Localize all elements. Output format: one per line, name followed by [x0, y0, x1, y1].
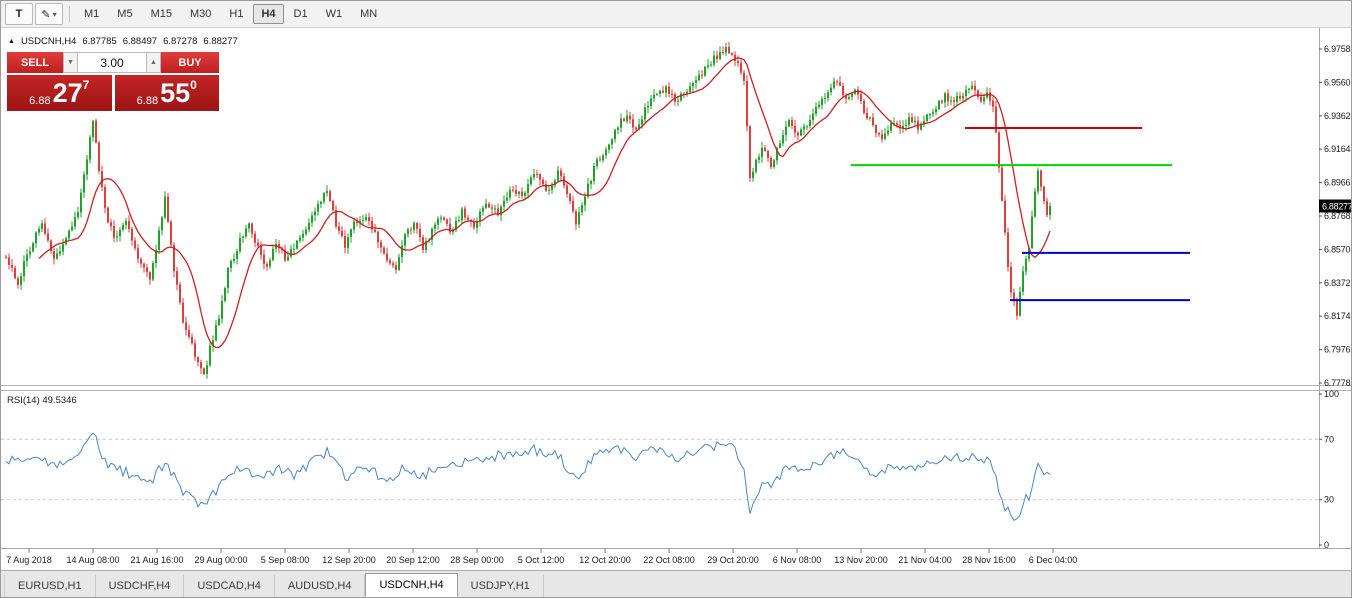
- text-tool-button[interactable]: T: [5, 3, 33, 25]
- rsi-axis-label: 30: [1324, 495, 1334, 505]
- one-click-trading-panel: SELL ▼ ▲ BUY 6.88 27 7 6.88 55 0: [7, 52, 219, 111]
- chart-ohlc-header: ▲ USDCNH,H4 6.87785 6.88497 6.87278 6.88…: [8, 36, 238, 47]
- time-axis-label: 5 Oct 12:00: [518, 555, 565, 565]
- time-axis-label: 28 Sep 00:00: [450, 555, 504, 565]
- timeframe-button-mn[interactable]: MN: [360, 8, 378, 20]
- text-tool-icon: T: [15, 8, 23, 20]
- timeframe-button-m15[interactable]: M15: [150, 8, 172, 20]
- main-price-pane: [5, 41, 1190, 379]
- time-axis-label: 29 Oct 20:00: [707, 555, 759, 565]
- time-axis-label: 13 Nov 20:00: [834, 555, 888, 565]
- rsi-axis-label: 100: [1324, 389, 1339, 399]
- time-axis-label: 28 Nov 16:00: [962, 555, 1016, 565]
- buy-price-sup: 0: [190, 78, 197, 92]
- toolbar-separator: [69, 6, 70, 22]
- sell-price-big: 27: [52, 77, 83, 108]
- ohlc-high: 6.88497: [122, 36, 158, 47]
- time-axis-label: 12 Sep 20:00: [322, 555, 376, 565]
- price-chart-canvas[interactable]: RSI(14) 49.5346 6.97585 6.95605 6.93625 6.91…: [1, 28, 1351, 572]
- chart-tab-eurusdh1[interactable]: EURUSD,H1: [4, 575, 96, 597]
- time-axis-label: 29 Aug 00:00: [194, 555, 247, 565]
- time-axis-label: 6 Dec 04:00: [1029, 555, 1078, 565]
- timeframe-button-w1[interactable]: W1: [325, 8, 343, 20]
- timeframe-buttons: M1 M5 M15 M30 H1 H4 D1 W1 MN: [75, 4, 386, 24]
- price-axis-label: 6.89665: [1324, 178, 1351, 188]
- buy-price-prefix: 6.88: [136, 95, 159, 107]
- draw-tool-icon: ✎: [41, 8, 51, 21]
- timeframe-button-m30[interactable]: M30: [189, 8, 212, 20]
- price-axis-label: 6.81745: [1324, 311, 1351, 321]
- chart-tab-audusdh4[interactable]: AUDUSD,H4: [275, 575, 366, 597]
- horizontal-lines-layer: [851, 127, 1190, 302]
- sell-button[interactable]: SELL: [7, 52, 63, 73]
- rsi-axis-label: 0: [1324, 540, 1329, 550]
- price-axis-label: 6.87685: [1324, 211, 1351, 221]
- sell-price-panel[interactable]: 6.88 27 7: [7, 75, 112, 111]
- chart-tab-usdjpyh1[interactable]: USDJPY,H1: [458, 575, 544, 597]
- timeframe-button-d1[interactable]: D1: [293, 8, 308, 20]
- price-axis-label: 6.79765: [1324, 345, 1351, 355]
- time-axis-label: 12 Oct 20:00: [579, 555, 631, 565]
- buy-button[interactable]: BUY: [161, 52, 219, 73]
- time-axis-label: 20 Sep 12:00: [386, 555, 440, 565]
- rsi-indicator-label: RSI(14) 49.5346: [7, 395, 77, 406]
- time-axis-label: 6 Nov 08:00: [773, 555, 822, 565]
- time-axis-label: 14 Aug 08:00: [66, 555, 119, 565]
- timeframe-button-m5[interactable]: M5: [117, 8, 133, 20]
- chart-tab-bar: EURUSD,H1 USDCHF,H4 USDCAD,H4 AUDUSD,H4 USDC…: [1, 570, 1351, 597]
- price-axis-label: 6.91645: [1324, 144, 1351, 154]
- top-toolbar: T ✎ ▾ M1 M5 M15 M30 H1 H4 D1 W1 MN: [1, 1, 1351, 28]
- sell-price-sup: 7: [82, 78, 90, 92]
- time-axis[interactable]: 7 Aug 2018 14 Aug 08:00 21 Aug 16:00 29 Aug…: [1, 548, 1351, 566]
- chart-tab-usdcnhh4[interactable]: USDCNH,H4: [365, 573, 458, 597]
- current-price-badge: 6.88277: [1319, 199, 1351, 213]
- price-axis-label: 6.83725: [1324, 278, 1351, 288]
- timeframe-button-h1[interactable]: H1: [229, 8, 244, 20]
- chevron-down-icon: ▾: [52, 9, 57, 19]
- chart-symbol-label: USDCNH,H4: [20, 36, 77, 47]
- time-axis-label: 5 Sep 08:00: [261, 555, 310, 565]
- time-axis-label: 21 Nov 04:00: [898, 555, 952, 565]
- chart-tab-usdchfh4[interactable]: USDCHF,H4: [96, 575, 185, 597]
- sell-price-prefix: 6.88: [29, 95, 51, 107]
- price-axis-label: 6.85705: [1324, 244, 1351, 254]
- candles-layer: [5, 41, 1051, 379]
- volume-input[interactable]: [78, 52, 146, 73]
- buy-price-big: 55: [160, 77, 191, 108]
- price-axis[interactable]: 6.97585 6.95605 6.93625 6.91645 6.89665 6.876…: [1319, 28, 1351, 550]
- volume-decrease-button[interactable]: ▼: [63, 52, 78, 73]
- price-axis-label: 6.95605: [1324, 77, 1351, 87]
- moving-average-line[interactable]: [38, 57, 1051, 349]
- time-axis-label: 22 Oct 08:00: [643, 555, 695, 565]
- timeframe-button-h4[interactable]: H4: [253, 4, 284, 24]
- chart-area[interactable]: RSI(14) 49.5346 6.97585 6.95605 6.93625 6.91…: [1, 28, 1351, 570]
- price-axis-label: 6.93625: [1324, 111, 1351, 121]
- draw-tool-button[interactable]: ✎ ▾: [35, 3, 63, 25]
- ohlc-low: 6.87278: [163, 36, 198, 47]
- rsi-pane: RSI(14) 49.5346: [1, 395, 1319, 521]
- ohlc-open: 6.87785: [82, 36, 117, 47]
- timeframe-button-m1[interactable]: M1: [84, 8, 100, 20]
- svg-text:6.88277: 6.88277: [1322, 202, 1351, 212]
- price-axis-label: 6.77785: [1324, 378, 1351, 388]
- direction-arrow-icon: ▲: [8, 38, 15, 45]
- buy-price-panel[interactable]: 6.88 55 0: [114, 75, 219, 111]
- price-axis-label: 6.97585: [1324, 44, 1351, 54]
- rsi-line: [5, 432, 1051, 521]
- time-axis-label: 7 Aug 2018: [6, 555, 52, 565]
- rsi-axis-label: 70: [1324, 434, 1334, 444]
- chart-tab-usdcadh4[interactable]: USDCAD,H4: [184, 575, 275, 597]
- time-axis-label: 21 Aug 16:00: [130, 555, 183, 565]
- ohlc-close: 6.88277: [203, 36, 238, 47]
- volume-increase-button[interactable]: ▲: [146, 52, 161, 73]
